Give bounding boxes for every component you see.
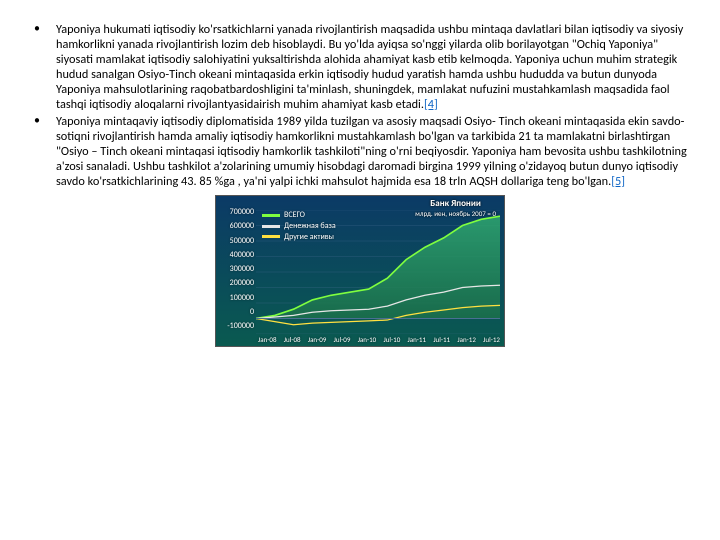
y-tick: 300000 [218, 265, 254, 275]
legend-row: ВСЕГО [262, 210, 336, 221]
x-tick: Jan-09 [308, 336, 327, 345]
chart-y-axis: 700000 600000 500000 400000 300000 200000 1000… [218, 208, 254, 332]
legend-row: Денежная база [262, 221, 336, 232]
legend-swatch [262, 225, 280, 228]
y-tick: 500000 [218, 237, 254, 247]
bullet-text-1: Yaponiya mintaqaviy iqtisodiy diplomatis… [56, 114, 687, 189]
x-tick: Jan-10 [358, 336, 377, 345]
x-tick: Jul-08 [284, 336, 301, 345]
chart-x-axis: Jan-08 Jul-08 Jan-09 Jul-09 Jan-10 Jul-10 Jan-… [258, 336, 500, 345]
y-tick: 0 [218, 308, 254, 318]
bullet-item: Yaponiya hukumati iqtisodiy ko'rsatkichl… [28, 22, 692, 112]
x-tick: Jan-08 [258, 336, 277, 345]
chart-title-text: Банк Японии [430, 198, 481, 209]
chart-legend: ВСЕГОДенежная базаДругие активы [262, 210, 336, 242]
y-tick: 200000 [218, 279, 254, 289]
legend-swatch [262, 235, 280, 238]
y-tick: 400000 [218, 251, 254, 261]
ref-link-4[interactable]: [4] [424, 97, 438, 112]
chart-container: Банк Японии млрд. иен, ноябрь 2007 = 0 В… [28, 195, 692, 351]
x-tick: Jul-11 [433, 336, 450, 345]
y-tick: 600000 [218, 222, 254, 232]
x-tick: Jul-10 [383, 336, 400, 345]
legend-row: Другие активы [262, 232, 336, 243]
y-tick: 100000 [218, 294, 254, 304]
ref-link-5[interactable]: [5] [611, 174, 625, 189]
y-tick: 700000 [218, 208, 254, 218]
legend-swatch [262, 214, 280, 217]
x-tick: Jul-12 [483, 336, 500, 345]
legend-label: ВСЕГО [284, 210, 305, 221]
bullet-list: Yaponiya hukumati iqtisodiy ko'rsatkichl… [28, 22, 692, 189]
y-tick: -100000 [218, 322, 254, 332]
bullet-item: Yaponiya mintaqaviy iqtisodiy diplomatis… [28, 114, 692, 189]
bullet-text-0: Yaponiya hukumati iqtisodiy ko'rsatkichl… [56, 22, 683, 112]
x-tick: Jan-11 [408, 336, 427, 345]
legend-label: Другие активы [284, 232, 334, 243]
legend-label: Денежная база [284, 221, 336, 232]
x-tick: Jul-09 [334, 336, 351, 345]
x-tick: Jan-12 [457, 336, 476, 345]
bank-japan-chart: Банк Японии млрд. иен, ноябрь 2007 = 0 В… [215, 195, 505, 347]
